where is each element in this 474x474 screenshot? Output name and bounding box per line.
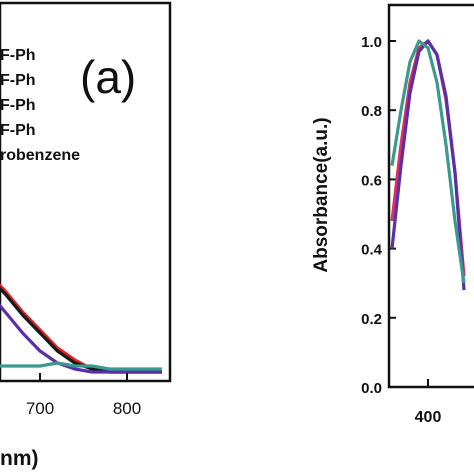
legend-entry: F-Ph: [0, 122, 36, 139]
y-tick-label: 0.6: [361, 172, 382, 189]
series-line: [390, 39, 466, 291]
legend: F-Ph F-Ph F-Ph F-Ph robenzene: [0, 47, 80, 164]
legend-entry: F-Ph: [0, 97, 36, 114]
series-line: [390, 39, 466, 284]
right-x-ticks: 400: [415, 379, 442, 426]
left-plot-frame: [0, 1, 172, 383]
y-tick-label: 0.2: [361, 311, 382, 328]
left-x-axis-label: nm): [0, 447, 39, 470]
left-x-ticks: 700 800: [26, 373, 141, 418]
right-y-ticks: 0.0 0.2 0.4 0.6 0.8 1.0: [361, 34, 396, 397]
left-series: [0, 283, 162, 374]
y-tick-label: 0.8: [361, 103, 382, 120]
series-line: [0, 283, 162, 374]
panel-label: (a): [80, 51, 136, 103]
right-plot-frame: [387, 3, 474, 389]
x-tick-label: 800: [113, 399, 141, 418]
series-line: [0, 303, 162, 374]
series-line: [0, 361, 162, 371]
legend-entry: F-Ph: [0, 72, 36, 89]
legend-entry: F-Ph: [0, 47, 36, 64]
right-panel: Absorbance(a.u.) 0.0 0.2 0.4 0.6 0.8 1.0 400: [311, 3, 474, 426]
y-tick-label: 0.0: [361, 380, 382, 397]
y-tick-label: 1.0: [361, 34, 382, 51]
legend-entry: robenzene: [0, 147, 80, 164]
left-panel: (a) F-Ph F-Ph F-Ph F-Ph robenzene 700 800 nm): [0, 1, 172, 470]
y-tick-label: 0.4: [361, 242, 383, 259]
right-y-axis-label: Absorbance(a.u.): [311, 117, 332, 272]
x-tick-label: 400: [415, 409, 442, 426]
right-series: [390, 39, 466, 291]
x-tick-label: 700: [26, 399, 54, 418]
